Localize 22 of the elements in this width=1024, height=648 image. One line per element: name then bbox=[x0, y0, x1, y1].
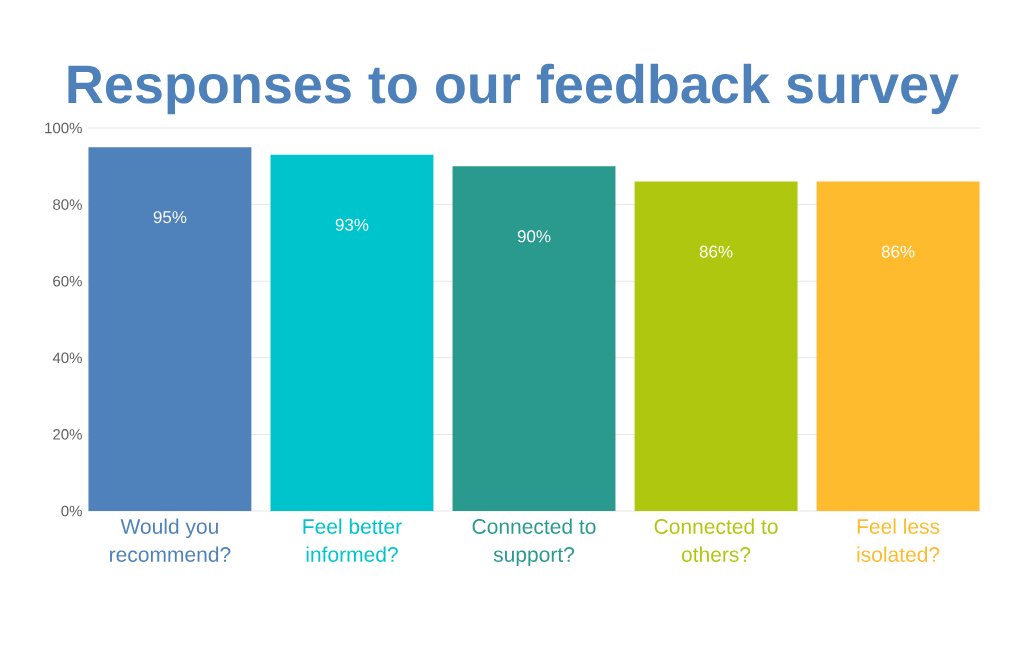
data-label: 93% bbox=[335, 218, 369, 231]
x-tick-label: Feel better informed? bbox=[303, 518, 402, 562]
y-tick-label: 60% bbox=[53, 275, 82, 287]
data-label: 95% bbox=[153, 211, 187, 224]
y-tick-label: 0% bbox=[61, 505, 82, 517]
y-tick-label: 100% bbox=[45, 122, 82, 134]
bar bbox=[452, 166, 616, 511]
data-label: 86% bbox=[881, 245, 915, 258]
bar bbox=[270, 154, 434, 511]
y-tick-label: 40% bbox=[52, 352, 82, 364]
bar bbox=[816, 181, 980, 511]
data-label: 90% bbox=[517, 230, 551, 243]
x-tick-label: Feel less isolated? bbox=[857, 518, 940, 562]
data-label: 86% bbox=[699, 245, 733, 258]
y-tick-label: 20% bbox=[53, 429, 82, 440]
x-tick-label: Would you recommend? bbox=[110, 518, 231, 562]
x-tick-label: Connected to support? bbox=[472, 518, 596, 567]
chart-title: Responses to our feedback survey bbox=[68, 63, 959, 115]
x-tick-label: Connected to others? bbox=[654, 518, 778, 562]
bar bbox=[634, 181, 798, 511]
bar bbox=[88, 147, 252, 511]
y-tick-label: 80% bbox=[53, 199, 82, 210]
